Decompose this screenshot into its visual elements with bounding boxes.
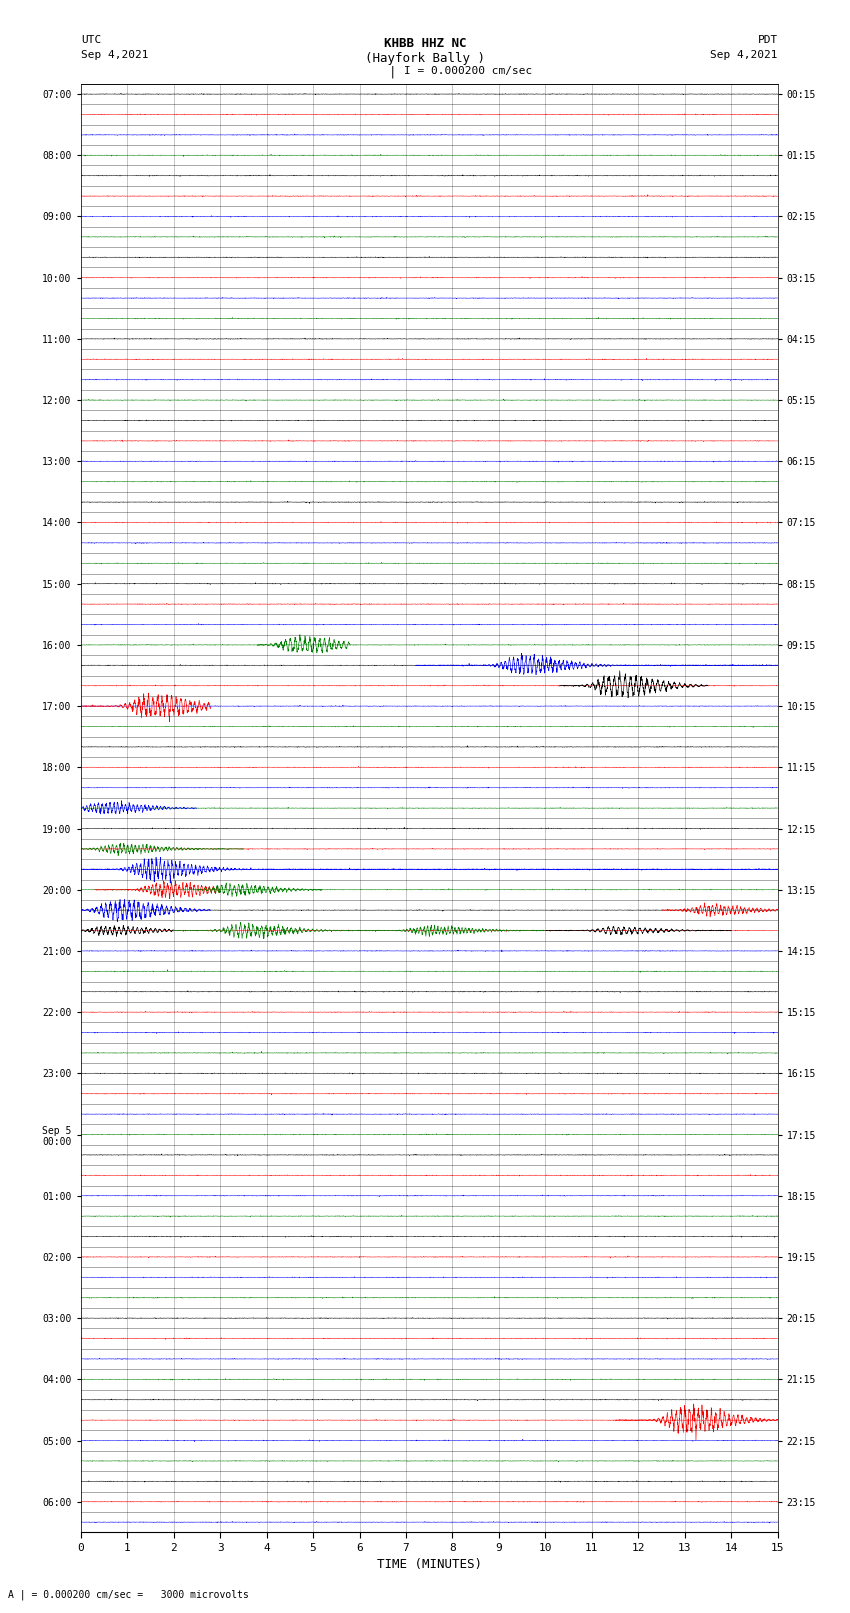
X-axis label: TIME (MINUTES): TIME (MINUTES) [377,1558,482,1571]
Text: I = 0.000200 cm/sec: I = 0.000200 cm/sec [404,66,532,76]
Text: A | = 0.000200 cm/sec =   3000 microvolts: A | = 0.000200 cm/sec = 3000 microvolts [8,1589,249,1600]
Text: PDT: PDT [757,35,778,45]
Text: Sep 4,2021: Sep 4,2021 [711,50,778,60]
Text: |: | [389,65,396,79]
Text: UTC: UTC [81,35,101,45]
Text: KHBB HHZ NC: KHBB HHZ NC [383,37,467,50]
Text: (Hayfork Bally ): (Hayfork Bally ) [365,52,485,65]
Text: Sep 4,2021: Sep 4,2021 [81,50,148,60]
